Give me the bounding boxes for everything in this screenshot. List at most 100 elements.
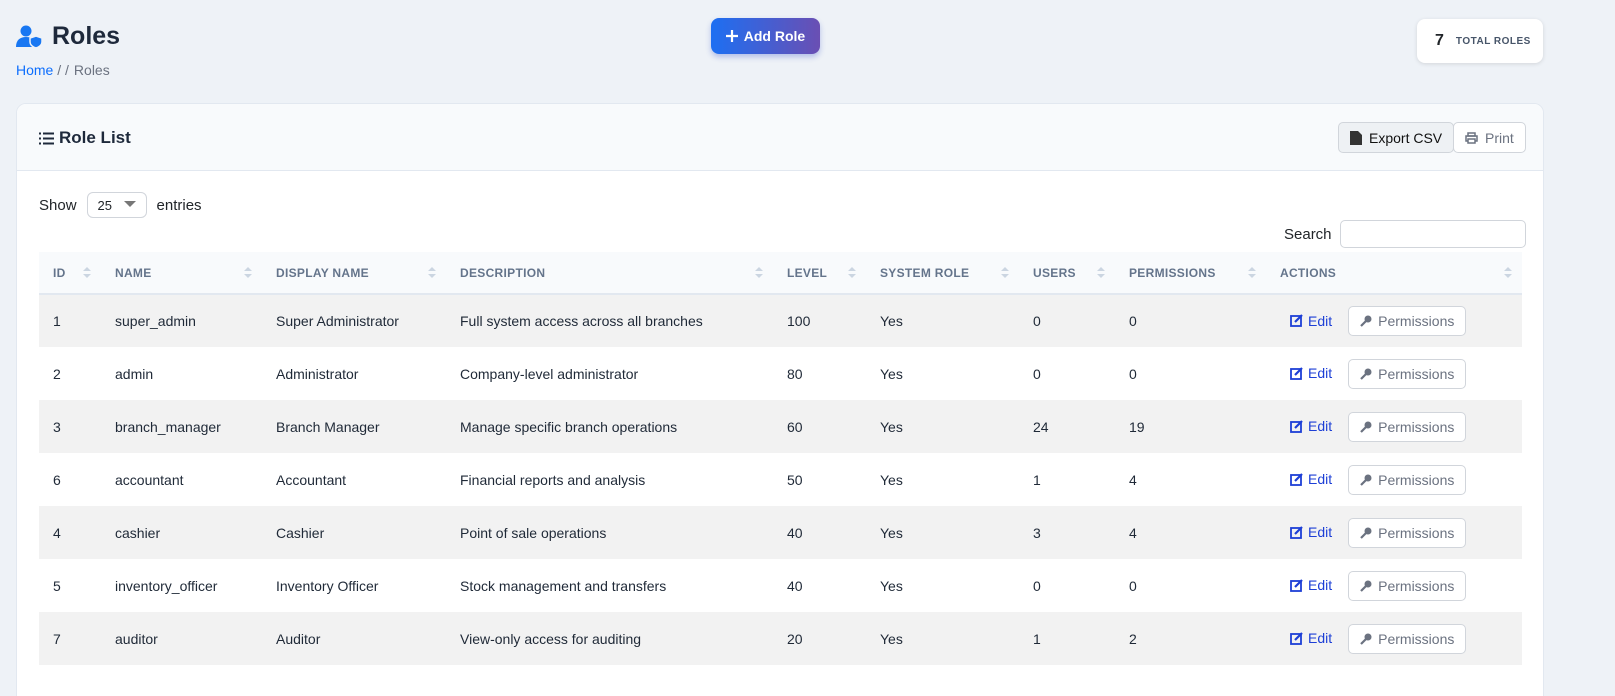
table-cell: 6 bbox=[53, 471, 61, 488]
edit-icon bbox=[1290, 366, 1303, 380]
table-cell: Administrator bbox=[276, 365, 359, 382]
table-cell: 3 bbox=[1019, 506, 1115, 559]
export-csv-button[interactable]: Export CSV bbox=[1338, 122, 1455, 153]
table-cell: 2 bbox=[1115, 612, 1266, 665]
table-row: 7 auditor Auditor View-only access for audi… bbox=[39, 612, 1522, 665]
table-cell: 80 bbox=[787, 365, 803, 382]
edit-button[interactable]: Edit bbox=[1290, 577, 1332, 593]
permissions-label: Permissions bbox=[1378, 313, 1455, 329]
column-header[interactable]: PERMISSIONS bbox=[1115, 252, 1266, 295]
table-cell: 1 bbox=[39, 294, 101, 347]
table-cell: Yes bbox=[880, 471, 903, 488]
table-cell: 1 bbox=[1019, 612, 1115, 665]
edit-icon bbox=[1290, 525, 1303, 539]
edit-button[interactable]: Edit bbox=[1290, 471, 1332, 487]
permissions-button[interactable]: Permissions bbox=[1348, 306, 1467, 336]
actions-cell: Edit Permissions bbox=[1266, 559, 1522, 612]
edit-label: Edit bbox=[1308, 365, 1333, 381]
edit-icon bbox=[1290, 578, 1303, 592]
search-input[interactable] bbox=[1339, 220, 1526, 248]
table-cell: 3 bbox=[39, 400, 101, 453]
table-cell: branch_manager bbox=[101, 400, 262, 453]
card-title: Role List bbox=[39, 128, 131, 148]
table-cell: Auditor bbox=[262, 612, 446, 665]
table-cell: Yes bbox=[880, 365, 903, 382]
table-row: 6 accountant Accountant Financial reports a… bbox=[39, 453, 1522, 506]
table-cell: 0 bbox=[1033, 365, 1041, 382]
table-cell: Cashier bbox=[262, 506, 446, 559]
permissions-button[interactable]: Permissions bbox=[1348, 570, 1467, 601]
edit-icon bbox=[1290, 314, 1303, 327]
header-row: ID NAME DISPLAY NAME DESCRIPTION LEVEL SYSTEM… bbox=[39, 252, 1522, 295]
print-icon bbox=[1465, 131, 1478, 144]
roles-icon bbox=[16, 25, 43, 49]
table-body: 1 super_admin Super Administrator Full syst… bbox=[39, 294, 1522, 665]
table-cell: 2 bbox=[53, 365, 61, 382]
table-cell: 20 bbox=[773, 612, 866, 665]
column-header[interactable]: DISPLAY NAME bbox=[262, 252, 446, 295]
column-header[interactable]: SYSTEM ROLE bbox=[866, 252, 1019, 295]
column-header[interactable]: DESCRIPTION bbox=[446, 252, 773, 295]
actions-cell: Edit Permissions bbox=[1266, 347, 1522, 400]
table-cell: 0 bbox=[1129, 577, 1137, 594]
permissions-button[interactable]: Permissions bbox=[1348, 358, 1467, 389]
key-icon bbox=[1360, 368, 1372, 380]
edit-button[interactable]: Edit bbox=[1290, 365, 1332, 381]
column-header[interactable]: LEVEL bbox=[773, 252, 866, 295]
key-icon bbox=[1360, 633, 1372, 645]
export-label: Export CSV bbox=[1369, 129, 1443, 146]
table-cell: Yes bbox=[880, 577, 903, 594]
table-cell: Company-level administrator bbox=[460, 365, 639, 382]
table-cell: Yes bbox=[866, 400, 1019, 453]
permissions-button[interactable]: Permissions bbox=[1348, 411, 1467, 442]
entries-select[interactable]: 25 bbox=[86, 192, 147, 218]
actions-cell: Edit Permissions bbox=[1266, 612, 1522, 665]
breadcrumb-separator: / / bbox=[57, 62, 69, 78]
csv-icon bbox=[1350, 130, 1362, 145]
table-cell: 0 bbox=[1129, 365, 1137, 382]
table-cell: 60 bbox=[773, 400, 866, 453]
table-cell: 4 bbox=[1115, 506, 1266, 559]
table-cell: Inventory Officer bbox=[276, 577, 379, 594]
table-cell: admin bbox=[115, 365, 154, 382]
column-header[interactable]: USERS bbox=[1019, 252, 1115, 295]
edit-icon bbox=[1290, 419, 1303, 433]
column-header[interactable]: NAME bbox=[101, 252, 262, 295]
table-cell: inventory_officer bbox=[115, 577, 218, 594]
edit-button[interactable]: Edit bbox=[1290, 418, 1332, 434]
role-list-card: Role List Export CSV Print Show 25 entries… bbox=[16, 103, 1544, 696]
edit-button[interactable]: Edit bbox=[1290, 630, 1332, 646]
total-roles-label: TOTAL ROLES bbox=[1455, 35, 1531, 47]
actions-cell: Edit Permissions bbox=[1266, 506, 1522, 559]
table-cell: Yes bbox=[866, 294, 1019, 347]
column-header[interactable]: ACTIONS bbox=[1266, 252, 1522, 295]
table-cell: accountant bbox=[115, 471, 184, 488]
column-header[interactable]: ID bbox=[39, 252, 101, 295]
card-title-text: Role List bbox=[59, 128, 131, 147]
list-icon bbox=[39, 132, 54, 144]
table-cell: Yes bbox=[866, 612, 1019, 665]
plus-icon bbox=[725, 30, 738, 42]
card-header: Role List Export CSV Print bbox=[17, 104, 1543, 171]
permissions-button[interactable]: Permissions bbox=[1348, 464, 1467, 495]
edit-label: Edit bbox=[1308, 524, 1333, 540]
edit-button[interactable]: Edit bbox=[1290, 313, 1332, 329]
table-cell: 50 bbox=[787, 471, 803, 488]
table-cell: Accountant bbox=[276, 471, 347, 488]
permissions-button[interactable]: Permissions bbox=[1348, 623, 1467, 654]
print-button[interactable]: Print bbox=[1453, 122, 1526, 153]
edit-button[interactable]: Edit bbox=[1290, 524, 1332, 540]
permissions-label: Permissions bbox=[1378, 630, 1455, 647]
permissions-button[interactable]: Permissions bbox=[1348, 517, 1467, 548]
edit-label: Edit bbox=[1308, 418, 1333, 434]
entries-control: Show 25 entries bbox=[39, 192, 202, 218]
edit-label: Edit bbox=[1308, 630, 1333, 646]
breadcrumb: Home / / Roles bbox=[16, 62, 115, 78]
table-cell: 0 bbox=[1019, 294, 1115, 347]
breadcrumb-link[interactable]: Home bbox=[16, 62, 54, 78]
table-row: 1 super_admin Super Administrator Full syst… bbox=[39, 294, 1522, 347]
table-cell: 5 bbox=[53, 577, 61, 594]
add-role-button[interactable]: Add Role bbox=[711, 18, 820, 54]
permissions-label: Permissions bbox=[1378, 418, 1455, 435]
